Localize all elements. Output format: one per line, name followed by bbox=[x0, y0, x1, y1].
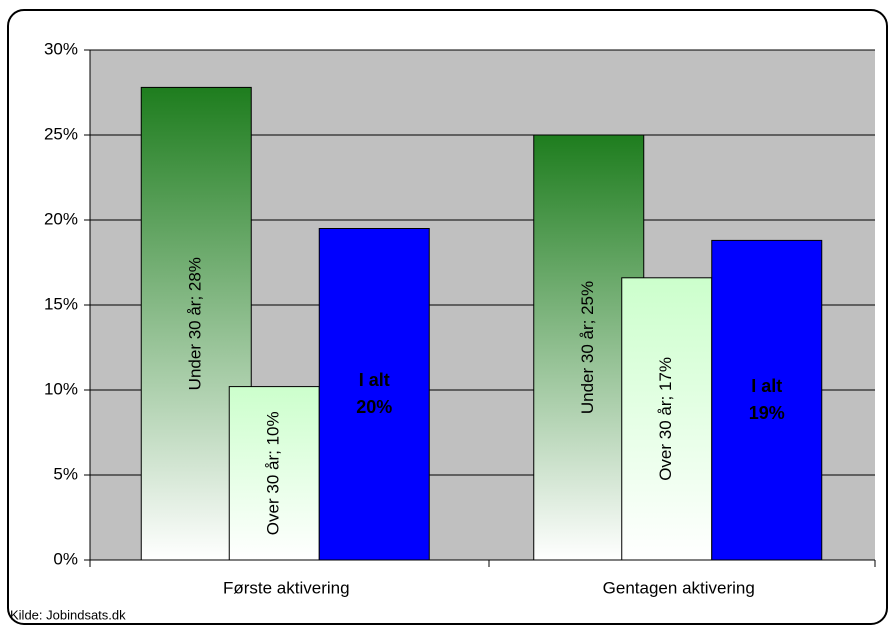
bar bbox=[318, 228, 430, 561]
data-label: I alt 19% bbox=[748, 376, 785, 424]
y-tick-label: 30% bbox=[44, 39, 78, 58]
source: Kilde: Jobindsats.dk bbox=[10, 607, 126, 622]
data-label: Under 30 år; 25% bbox=[578, 281, 597, 414]
data-label: Over 30 år; 10% bbox=[264, 411, 283, 535]
y-tick-label: 25% bbox=[44, 124, 78, 143]
data-label: Under 30 år; 28% bbox=[186, 257, 205, 390]
data-label: I alt 20% bbox=[356, 370, 393, 418]
bar bbox=[621, 277, 713, 561]
x-tick-label: Første aktivering bbox=[223, 578, 350, 597]
y-tick-label: 20% bbox=[44, 209, 78, 228]
y-tick-label: 5% bbox=[53, 464, 78, 483]
bar bbox=[228, 386, 320, 561]
y-tick-label: 15% bbox=[44, 294, 78, 313]
data-label: Over 30 år; 17% bbox=[656, 357, 675, 481]
y-tick-label: 10% bbox=[44, 379, 78, 398]
y-tick-label: 0% bbox=[53, 549, 78, 568]
x-tick-label: Gentagen aktivering bbox=[603, 578, 755, 597]
